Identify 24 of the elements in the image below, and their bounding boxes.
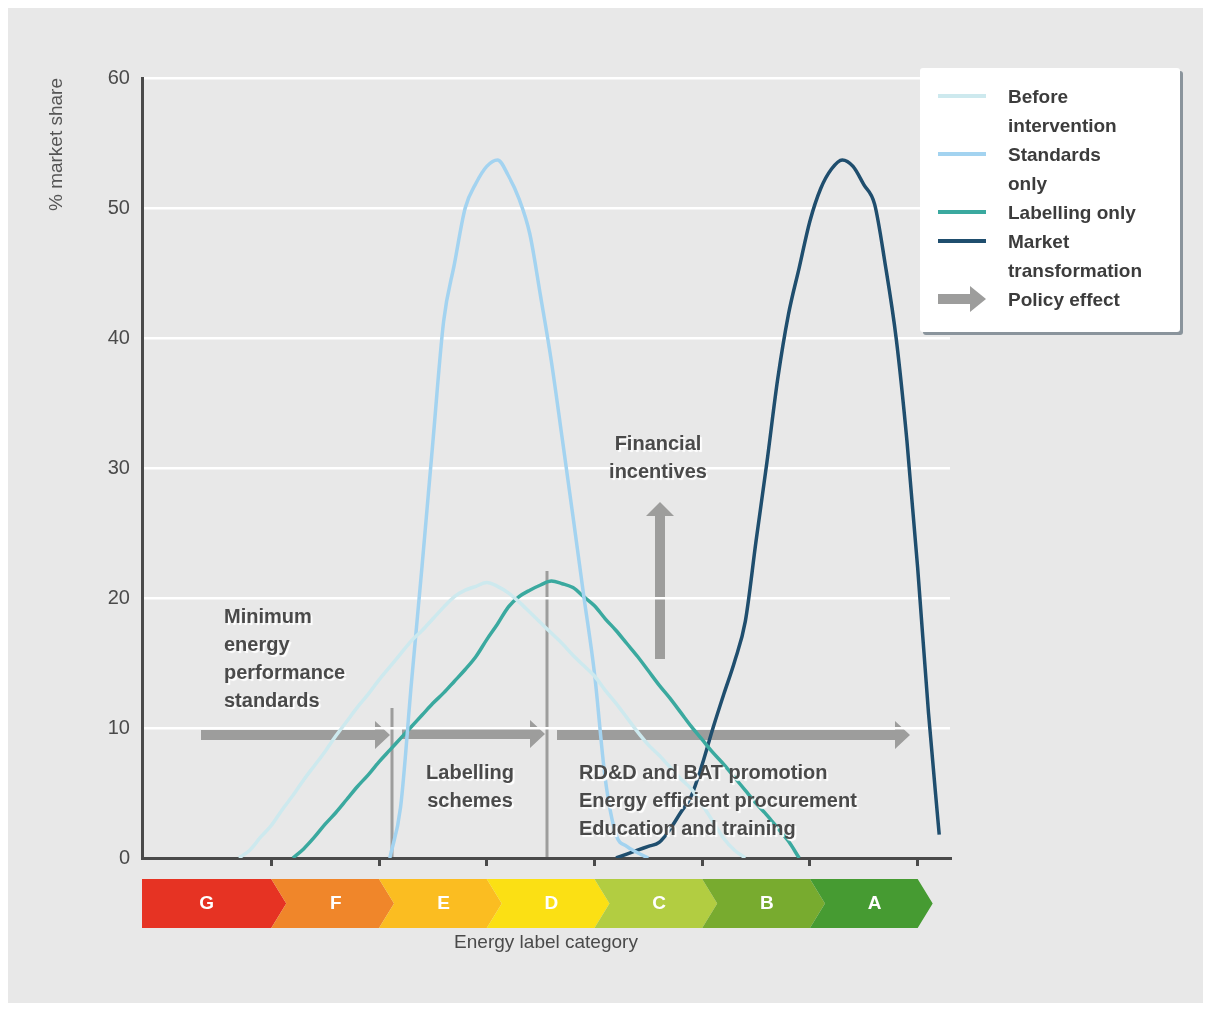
x-axis-title: Energy label category — [454, 930, 639, 952]
legend-label: Standards only — [1008, 143, 1102, 196]
legend-label: Labelling only — [1008, 201, 1137, 225]
x-tick-label: E — [437, 891, 450, 913]
legend-label: Before intervention — [1008, 85, 1118, 138]
y-tick-label: 0 — [118, 845, 130, 868]
y-tick-label: 20 — [107, 585, 130, 608]
y-tick-label: 60 — [107, 65, 130, 88]
y-tick-label: 30 — [107, 455, 130, 478]
y-axis-title: % market share — [44, 78, 66, 212]
x-tick-label: C — [652, 891, 667, 913]
x-tick-label: G — [199, 891, 215, 913]
x-tick-label: D — [544, 891, 559, 913]
legend-label: Market transformation — [1008, 230, 1143, 283]
x-tick-label: A — [867, 891, 882, 913]
y-tick-label: 50 — [107, 195, 130, 218]
x-tick-label: F — [330, 891, 342, 913]
y-tick-label: 10 — [107, 715, 130, 738]
annotation: Minimum energy performance standards — [224, 604, 347, 713]
x-tick-label: B — [759, 891, 774, 913]
annotation: Labelling schemes — [425, 760, 515, 813]
annotation: Financial incentives — [608, 431, 708, 484]
text: Policy effect — [1008, 288, 1121, 312]
y-tick-label: 40 — [107, 325, 130, 348]
